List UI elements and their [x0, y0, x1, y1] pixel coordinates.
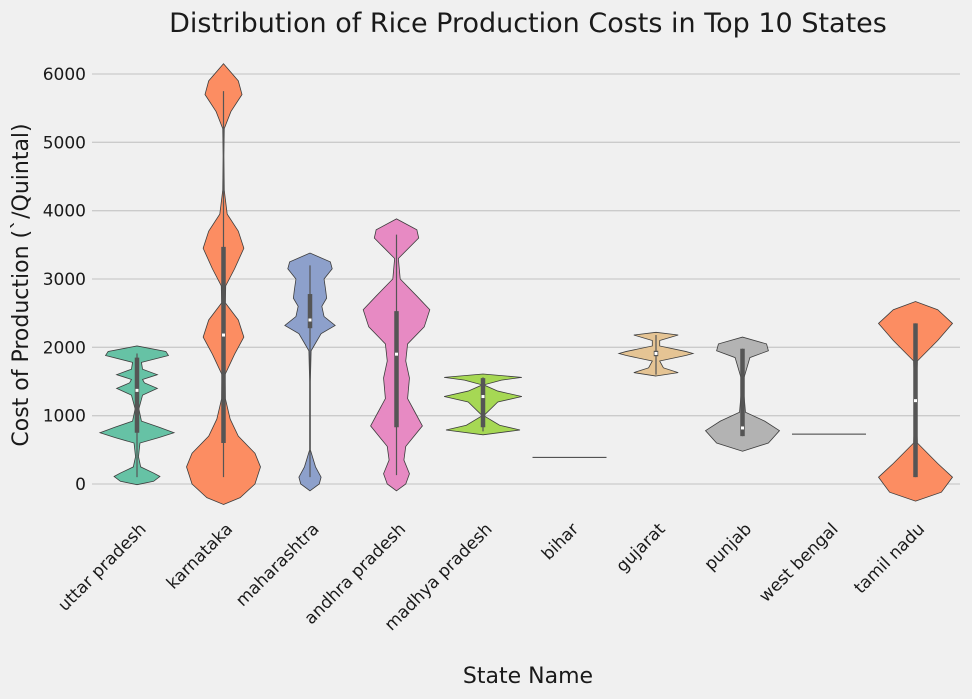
- y-tick-label: 3000: [43, 270, 86, 290]
- x-tick-label: karnataka: [163, 519, 237, 593]
- y-tick-label: 1000: [43, 407, 86, 427]
- violin-median: [222, 333, 225, 337]
- violin-median: [308, 318, 312, 322]
- violin-median: [654, 351, 658, 355]
- violin-median: [395, 352, 398, 356]
- x-tick-labels: uttar pradesh karnatakamaharashtraandhra …: [54, 519, 929, 635]
- violin-group: [284, 252, 336, 492]
- violin-median: [481, 395, 485, 399]
- x-tick-label: bihar: [538, 519, 583, 564]
- violin-group: [877, 301, 954, 502]
- violin-group: [98, 345, 176, 486]
- violins: [98, 63, 954, 505]
- violin-median: [914, 399, 917, 403]
- y-tick-labels: 0 1000 2000 3000 4000 5000 6000: [43, 65, 86, 495]
- violin-group: [362, 218, 431, 492]
- violin-group: [617, 331, 695, 377]
- violin-median: [741, 426, 744, 430]
- x-tick-label: tamil nadu: [850, 519, 929, 598]
- x-tick-label: punjab: [701, 519, 756, 574]
- y-tick-label: 4000: [43, 202, 86, 222]
- violin-group: [444, 373, 522, 436]
- x-axis-label: State Name: [463, 664, 593, 689]
- y-axis-label: Cost of Production (`/Quintal): [9, 123, 34, 446]
- y-tick-label: 2000: [43, 338, 86, 358]
- x-tick-label: west bengal: [755, 519, 842, 606]
- x-tick-label: gujarat: [612, 519, 669, 576]
- x-tick-label: uttar pradesh: [54, 519, 150, 615]
- violin-median: [135, 388, 139, 392]
- y-tick-label: 0: [75, 475, 86, 495]
- chart-title: Distribution of Rice Production Costs in…: [169, 8, 887, 39]
- y-tick-label: 6000: [43, 65, 86, 85]
- x-tick-label: maharashtra: [232, 519, 323, 610]
- y-tick-label: 5000: [43, 133, 86, 153]
- violin-group: [186, 63, 261, 505]
- violin-group: [704, 336, 781, 452]
